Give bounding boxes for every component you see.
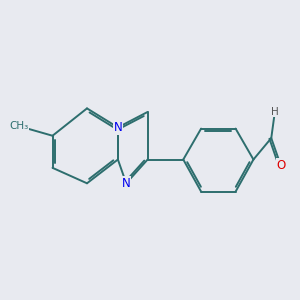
Text: N: N xyxy=(113,121,122,134)
Text: O: O xyxy=(276,159,285,172)
Text: H: H xyxy=(271,107,279,117)
Text: CH₃: CH₃ xyxy=(10,121,29,131)
Text: N: N xyxy=(122,177,130,190)
